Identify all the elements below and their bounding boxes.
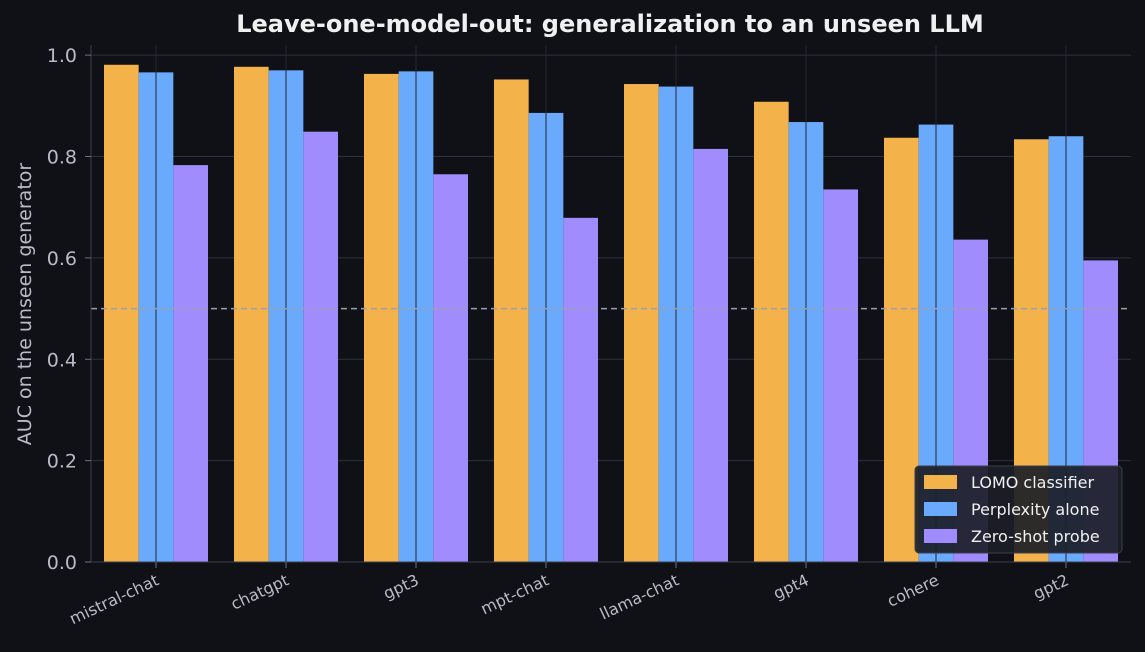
bar (693, 148, 728, 562)
legend-label: Zero-shot probe (971, 527, 1100, 546)
bar (823, 189, 858, 563)
y-axis-label: AUC on the unseen generator (14, 163, 36, 446)
bar (754, 101, 789, 563)
legend-label: LOMO classifier (971, 473, 1095, 492)
y-ticks: 0.0 0.2 0.4 0.6 0.8 1.0 (47, 45, 91, 574)
y-tick-label: 0.4 (47, 349, 77, 371)
legend-box (914, 465, 1123, 554)
bar (303, 131, 338, 562)
bar (494, 79, 529, 562)
y-tick-label: 0.6 (47, 248, 77, 270)
y-tick-label: 0.8 (47, 147, 77, 169)
legend-swatch (924, 475, 957, 489)
bar (104, 64, 139, 563)
bar (563, 217, 598, 562)
legend-label: Perplexity alone (971, 500, 1099, 519)
bar (624, 84, 659, 562)
y-tick-label: 0.0 (47, 552, 77, 574)
y-tick-label: 1.0 (47, 45, 77, 67)
legend-swatch (924, 529, 957, 543)
bar (884, 137, 919, 562)
bar (173, 165, 208, 562)
bar (433, 174, 468, 562)
bar (234, 66, 269, 562)
legend: LOMO classifier Perplexity alone Zero-shot… (914, 465, 1123, 554)
axes (90, 45, 1131, 563)
legend-swatch (924, 502, 957, 516)
y-tick-label: 0.2 (47, 451, 77, 473)
chart-title: Leave-one-model-out: generalization to a… (236, 10, 984, 38)
bar (364, 73, 399, 562)
